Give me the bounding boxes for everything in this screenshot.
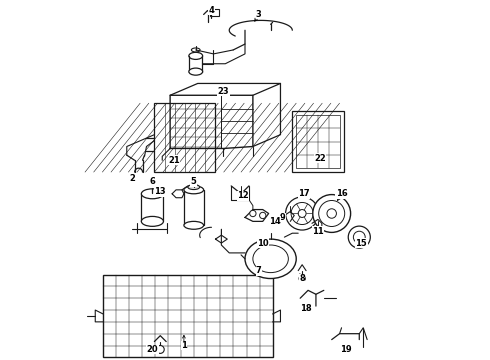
- Circle shape: [260, 212, 266, 219]
- Text: 5: 5: [191, 177, 196, 186]
- Text: 22: 22: [314, 154, 326, 163]
- Text: 9: 9: [280, 213, 285, 222]
- Bar: [293, 111, 343, 172]
- Text: 12: 12: [237, 191, 249, 200]
- Ellipse shape: [141, 189, 164, 199]
- Text: 23: 23: [218, 87, 229, 96]
- Circle shape: [156, 346, 164, 354]
- Bar: [154, 103, 216, 172]
- Bar: [103, 275, 272, 357]
- Text: 3: 3: [256, 10, 262, 19]
- Ellipse shape: [189, 52, 203, 59]
- Text: 16: 16: [336, 189, 347, 198]
- Text: 2: 2: [130, 174, 136, 183]
- Ellipse shape: [245, 239, 296, 279]
- Text: 8: 8: [299, 274, 305, 283]
- Text: 7: 7: [256, 266, 262, 275]
- Bar: [210, 9, 220, 17]
- Text: 21: 21: [168, 156, 180, 165]
- Circle shape: [298, 210, 306, 217]
- Bar: [296, 115, 340, 168]
- Text: 10: 10: [257, 239, 269, 248]
- Circle shape: [348, 226, 370, 248]
- Ellipse shape: [184, 221, 204, 229]
- Circle shape: [299, 275, 305, 282]
- Text: 14: 14: [269, 217, 280, 226]
- Circle shape: [286, 197, 318, 230]
- Text: 20: 20: [147, 345, 158, 354]
- Circle shape: [313, 195, 351, 233]
- Text: 17: 17: [298, 189, 310, 198]
- Text: 1: 1: [181, 341, 187, 350]
- Circle shape: [327, 209, 337, 218]
- Ellipse shape: [189, 68, 203, 75]
- Text: 11: 11: [312, 227, 324, 236]
- Circle shape: [353, 231, 365, 243]
- Ellipse shape: [188, 185, 200, 190]
- Text: 15: 15: [355, 239, 367, 248]
- Ellipse shape: [141, 216, 164, 226]
- Ellipse shape: [253, 245, 288, 273]
- Text: 6: 6: [149, 177, 155, 186]
- Circle shape: [250, 210, 256, 217]
- Ellipse shape: [192, 48, 200, 52]
- Text: 18: 18: [300, 303, 312, 312]
- Text: 4: 4: [209, 6, 215, 15]
- Text: 19: 19: [340, 345, 351, 354]
- Circle shape: [291, 202, 313, 225]
- Text: 13: 13: [154, 187, 166, 196]
- Circle shape: [318, 201, 344, 226]
- Ellipse shape: [184, 186, 204, 194]
